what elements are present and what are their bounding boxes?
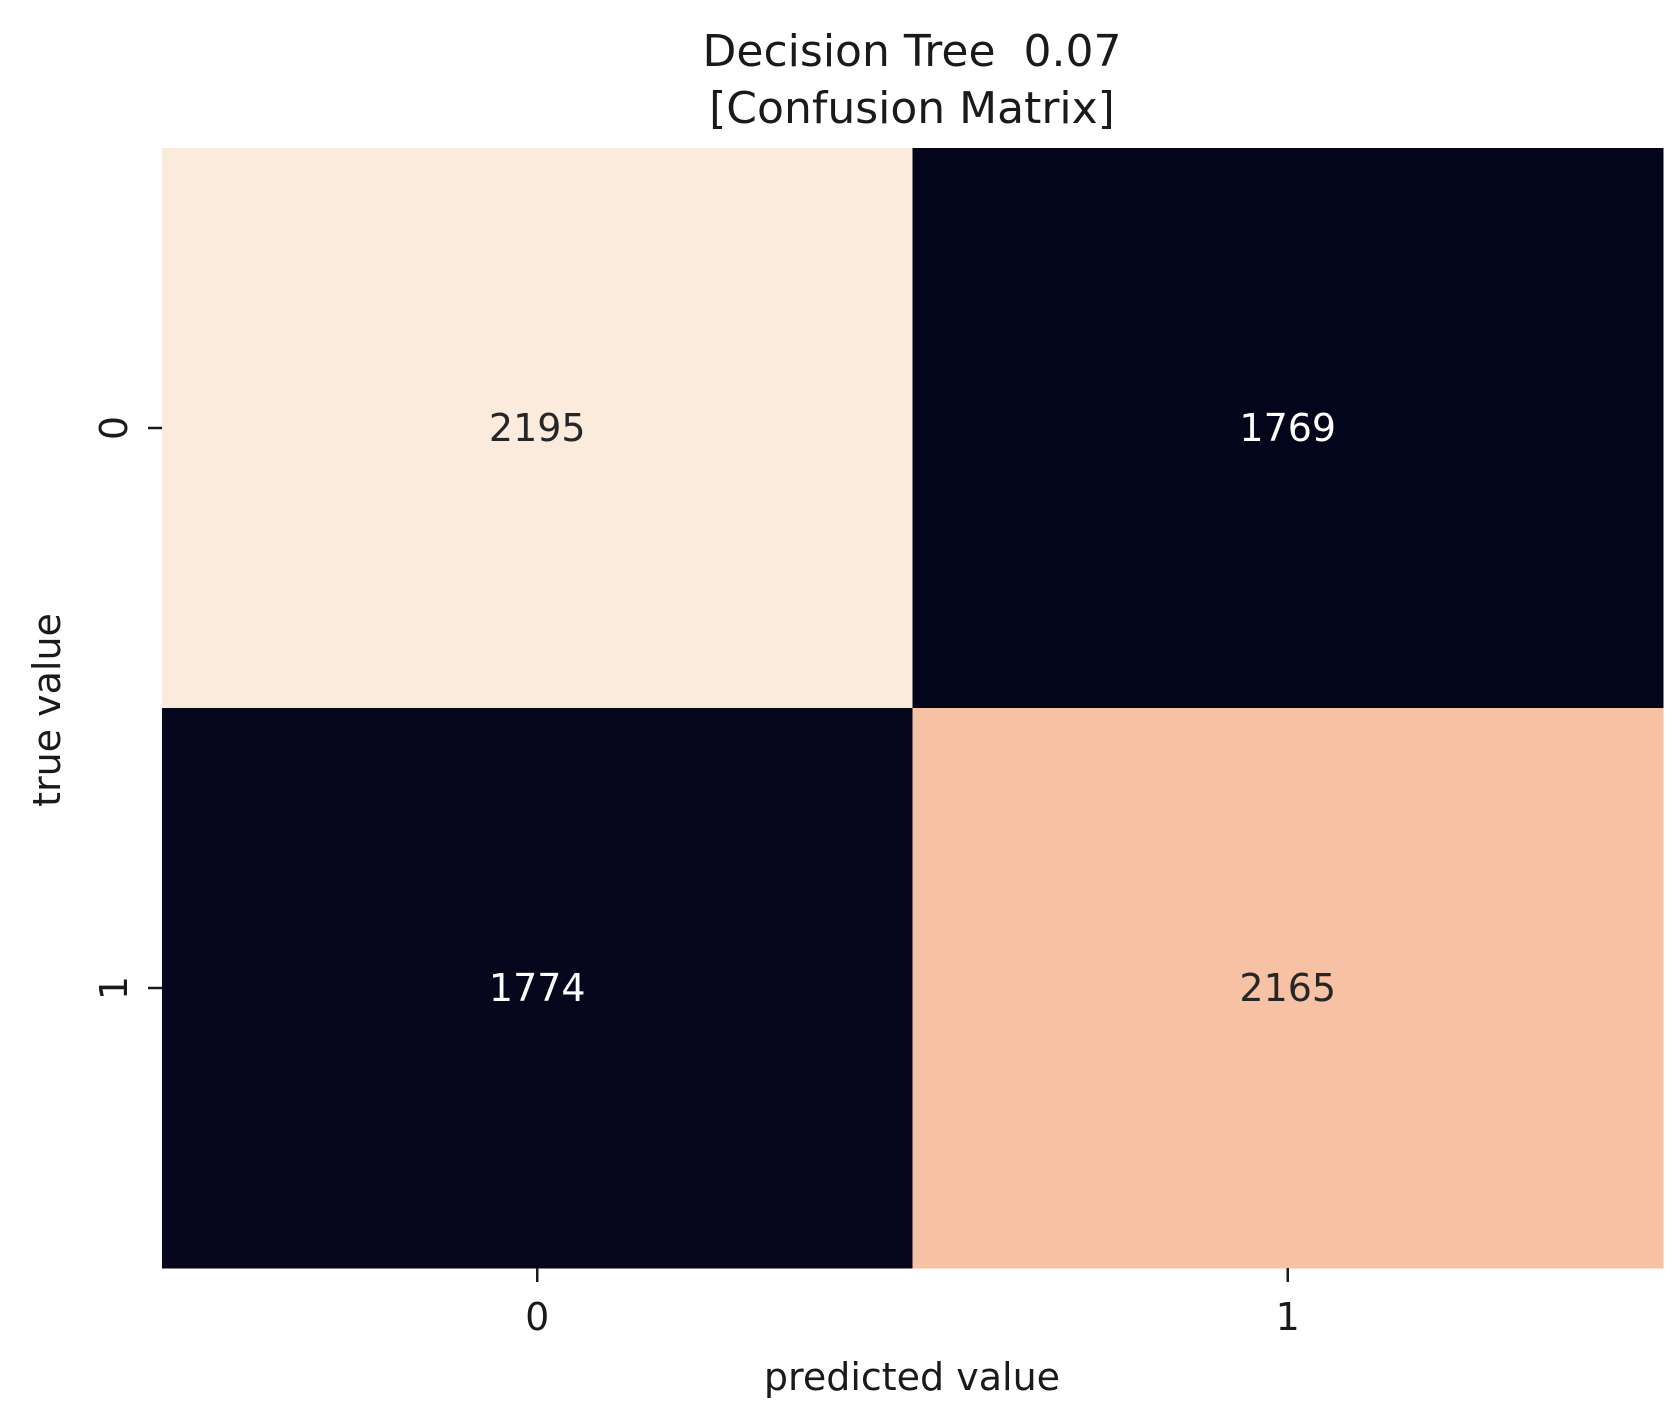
chart-title: Decision Tree 0.07 — [703, 26, 1122, 77]
x-tick-label-0: 0 — [525, 1295, 549, 1339]
cell-value-r0-c1: 1769 — [1239, 406, 1336, 450]
cell-value-r0-c0: 2195 — [489, 406, 586, 450]
cell-value-r1-c1: 2165 — [1239, 966, 1336, 1010]
heatmap-cell-r1-c1 — [912, 708, 1664, 1269]
y-tick-label-0: 0 — [92, 416, 136, 440]
chart-subtitle: [Confusion Matrix] — [709, 83, 1115, 134]
heatmap-cell-labels: 2195 1769 1774 2165 — [489, 406, 1336, 1010]
x-axis-label: predicted value — [764, 1355, 1060, 1399]
heatmap-cells — [162, 148, 1664, 1269]
heatmap-cell-r0-c1 — [912, 148, 1664, 709]
y-axis-label: true value — [25, 613, 69, 807]
x-tick-label-1: 1 — [1276, 1295, 1300, 1339]
y-tick-label-1: 1 — [92, 976, 136, 1000]
heatmap-cell-r1-c0 — [162, 708, 913, 1269]
cell-value-r1-c0: 1774 — [489, 966, 586, 1010]
y-axis-ticks: 01 — [92, 416, 162, 1000]
heatmap-cell-r0-c0 — [162, 148, 913, 709]
